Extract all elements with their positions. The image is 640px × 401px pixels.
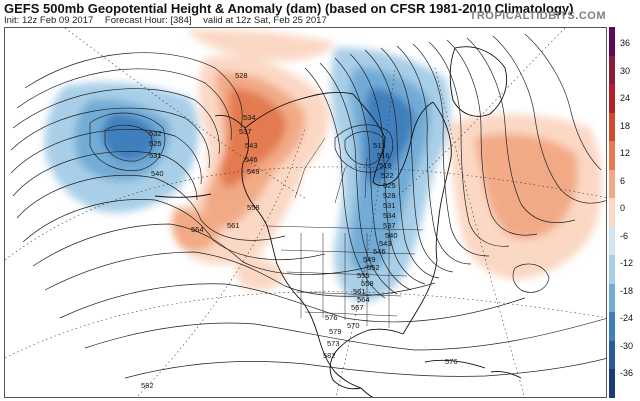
contour-label: 546 [373, 247, 386, 256]
colorbar-tick-label: 18 [620, 120, 631, 131]
anomaly-shading [44, 29, 602, 302]
colorbar-tick-label: -24 [620, 313, 634, 324]
brand-watermark: TROPICALTIDBITS.COM [469, 10, 606, 22]
colorbar-tick-label: 6 [620, 175, 626, 186]
colorbar-tick-label: 24 [620, 93, 631, 104]
contour-label: 561 [227, 221, 240, 230]
contour-label: 570 [347, 321, 360, 330]
contour-label: 552 [367, 263, 380, 272]
map-title: GEFS 500mb Geopotential Height & Anomaly… [4, 1, 574, 16]
contour-label: 558 [247, 203, 260, 212]
header: GEFS 500mb Geopotential Height & Anomaly… [0, 0, 640, 27]
anomaly-colorbar: 36 30 24 18 12 6 0 -6 -12 -18 -24 -30 -36 [609, 27, 640, 399]
forecast-hour: Forecast Hour: [384] [104, 15, 192, 26]
contour-label: 561 [353, 287, 366, 296]
valid-time: valid at 12z Sat, Feb 25 2017 [203, 15, 327, 26]
contour-label: 549 [247, 167, 260, 176]
colorbar-swatch [609, 55, 615, 85]
colorbar-swatch [609, 226, 615, 256]
colorbar-swatch [609, 369, 615, 399]
contour-labels: 528 534 537 543 546 549 532 525 531 540 … [141, 71, 458, 390]
contour-label: 534 [383, 211, 396, 220]
contour-label: 531 [383, 201, 396, 210]
contour-label: 558 [361, 279, 374, 288]
colorbar-swatch [609, 27, 615, 57]
contour-label: 549 [363, 255, 376, 264]
contour-label: 540 [385, 231, 398, 240]
colorbar-swatch [609, 112, 615, 142]
map-subtitle: Init: 12z Feb 09 2017 Forecast Hour: [38… [4, 15, 336, 26]
colorbar-tick-label: -6 [620, 230, 629, 241]
contour-label: 534 [243, 113, 256, 122]
colorbar-tick-label: 30 [620, 65, 631, 76]
contour-label: 528 [383, 191, 396, 200]
contour-label: 513 [373, 141, 386, 150]
colorbar-swatch [609, 169, 615, 199]
contour-label: 537 [383, 221, 396, 230]
colorbar-tick-label: -36 [620, 368, 634, 379]
colorbar-tick-label: -18 [620, 285, 634, 296]
contour-label: 525 [149, 139, 162, 148]
contour-label: 532 [149, 129, 162, 138]
colorbar-swatch [609, 340, 615, 370]
contour-label: 564 [357, 295, 370, 304]
init-time: Init: 12z Feb 09 2017 [4, 15, 94, 26]
map-panel: 528 534 537 543 546 549 532 525 531 540 … [4, 27, 607, 398]
map-canvas: 528 534 537 543 546 549 532 525 531 540 … [5, 28, 606, 397]
contour-label: 576 [445, 357, 458, 366]
colorbar-swatch [609, 141, 615, 171]
contour-label: 519 [379, 161, 392, 170]
colorbar-swatch [609, 312, 615, 342]
contour-label: 573 [327, 339, 340, 348]
contour-label: 582 [323, 351, 336, 360]
colorbar-tick-label: 12 [620, 148, 631, 159]
contour-label: 564 [191, 225, 204, 234]
contour-label: 528 [235, 71, 248, 80]
colorbar-swatch [609, 198, 615, 228]
contour-label: 576 [325, 313, 338, 322]
colorbar-tick-label: 0 [620, 203, 626, 214]
contour-label: 579 [329, 327, 342, 336]
colorbar-tick-label: -30 [620, 340, 634, 351]
contour-label: 567 [351, 303, 364, 312]
colorbar-tick-label: 36 [620, 38, 631, 49]
colorbar-swatch [609, 283, 615, 313]
colorbar-swatch [609, 255, 615, 285]
contour-label: 543 [245, 141, 258, 150]
coastlines [154, 46, 522, 397]
contour-label: 522 [381, 171, 394, 180]
contour-label: 531 [149, 151, 162, 160]
contour-label: 540 [151, 169, 164, 178]
colorbar-swatch [609, 84, 615, 114]
colorbar-tick-label: -12 [620, 258, 634, 269]
contour-label: 543 [379, 239, 392, 248]
contour-label: 525 [383, 181, 396, 190]
political-boundaries [266, 137, 424, 328]
contour-label: 582 [141, 381, 154, 390]
contour-label: 546 [245, 155, 258, 164]
contour-label: 516 [377, 151, 390, 160]
contour-label: 555 [357, 271, 370, 280]
contour-label: 537 [239, 127, 252, 136]
